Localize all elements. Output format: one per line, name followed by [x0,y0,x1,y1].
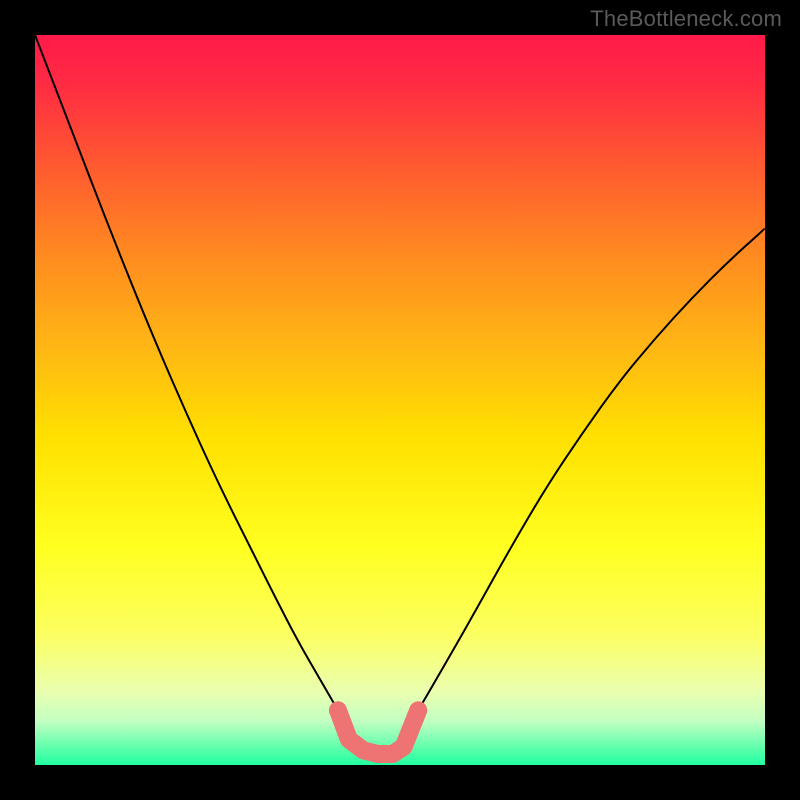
watermark-text: TheBottleneck.com [590,6,782,32]
plot-area [35,35,765,765]
chart-svg [35,35,765,765]
gradient-background [35,35,765,765]
